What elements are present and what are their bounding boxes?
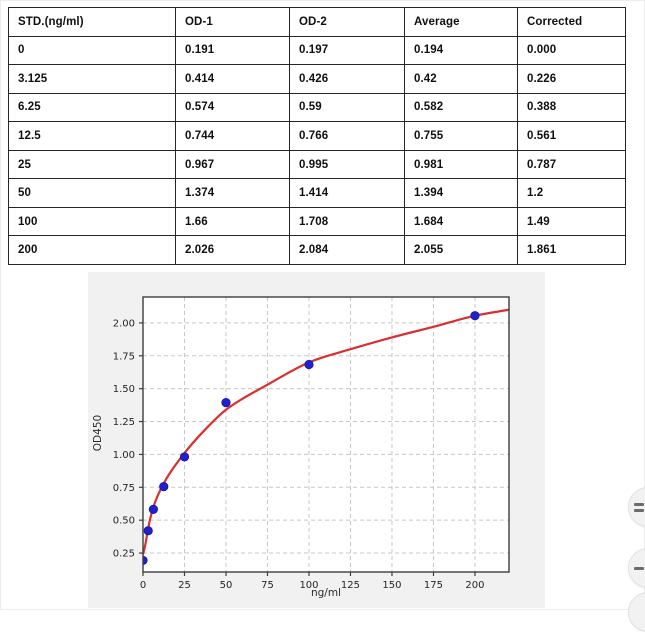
x-axis-label: ng/ml [310, 587, 341, 599]
table-cell: 1.414 [289, 178, 405, 208]
data-point [143, 526, 153, 536]
table-cell: 1.394 [404, 178, 518, 208]
table-cell: 0.194 [404, 35, 518, 66]
standard-curve-plot: 0 25 50 75 100 125 150 175 200 0.25 0.50 0.75 1.00 1.… [113, 296, 510, 591]
table-cell: 3.125 [8, 64, 176, 94]
tick-label: 150 [382, 580, 401, 591]
tick-label: 75 [261, 580, 274, 591]
table-cell: 12.5 [8, 121, 176, 151]
table-cell: Average [404, 7, 518, 37]
table-cell: 0 [8, 35, 176, 66]
tick-label: 1.25 [113, 417, 135, 428]
divide-icon [634, 503, 644, 506]
table-cell: 1.66 [175, 206, 290, 237]
table-row: 12.5 0.744 0.766 0.755 0.561 [8, 121, 626, 151]
table-row: 50 1.374 1.414 1.394 1.2 [8, 178, 626, 208]
table-cell: 0.561 [517, 121, 626, 151]
tick-label: 0.75 [113, 483, 135, 494]
data-point [148, 504, 158, 514]
standard-curve-figure: 0 25 50 75 100 125 150 175 200 0.25 0.50 0.75 1.00 1.… [88, 272, 545, 608]
table-cell: 50 [8, 178, 176, 208]
tick-label: 1.75 [113, 351, 135, 362]
page: { "table": { "headers": ["STD.(ng/ml)", … [8, 7, 645, 632]
table-cell: STD.(ng/ml) [8, 7, 176, 37]
data-point [179, 452, 190, 462]
table-row: 0 0.191 0.197 0.194 0.000 [8, 35, 626, 66]
tick-label: 50 [220, 580, 233, 591]
tick-label: 175 [424, 580, 443, 591]
tick-label: 2.00 [113, 318, 135, 329]
table-cell: 0.426 [289, 64, 405, 94]
divide-floating-button[interactable] [628, 487, 645, 527]
plot-border [142, 296, 510, 573]
table-cell: 0.414 [175, 64, 290, 94]
table-cell: 0.755 [404, 121, 518, 151]
tick-label: 0.50 [113, 516, 135, 527]
table-cell: 0.191 [175, 35, 290, 66]
tick-label: 0.25 [113, 549, 135, 560]
minus-floating-button[interactable] [628, 548, 645, 588]
standards-table-body: STD.(ng/ml) OD-1 OD-2 Average Corrected 0 0.19… [8, 7, 626, 265]
table-row: 200 2.026 2.084 2.055 1.861 [8, 235, 626, 265]
table-cell: 2.055 [404, 235, 518, 265]
table-cell: 0.42 [404, 64, 518, 94]
divide-icon [634, 509, 644, 512]
table-cell: 0.574 [175, 92, 290, 123]
table-cell: 1.861 [517, 235, 626, 265]
hidden-floating-button[interactable] [628, 592, 645, 632]
table-cell: OD-1 [175, 7, 290, 37]
data-point [221, 398, 231, 408]
table-row: 25 0.967 0.995 0.981 0.787 [8, 149, 626, 180]
tick-label: 100 [299, 580, 318, 591]
data-point [143, 555, 148, 566]
table-cell: 200 [8, 235, 176, 265]
table-cell: 100 [8, 206, 176, 237]
data-point [470, 311, 480, 321]
plot-area [143, 297, 509, 572]
table-cell: OD-2 [289, 7, 405, 37]
tick-label: 0 [140, 580, 146, 591]
tick-label: 125 [341, 580, 360, 591]
table-cell: 6.25 [8, 92, 176, 123]
table-cell: 0.59 [289, 92, 405, 123]
standards-table: STD.(ng/ml) OD-1 OD-2 Average Corrected 0 0.19… [8, 7, 626, 265]
table-cell: 0.226 [517, 64, 626, 94]
tick-label: 1.00 [113, 450, 135, 461]
table-cell: 1.49 [517, 206, 626, 237]
table-cell: 0.967 [175, 149, 290, 180]
y-axis-label: OD450 [92, 414, 104, 452]
table-cell: 0.744 [175, 121, 290, 151]
data-point [159, 482, 169, 492]
table-cell: 1.684 [404, 206, 518, 237]
table-cell: 0.981 [404, 149, 518, 180]
table-cell: 0.766 [289, 121, 405, 151]
table-cell: 0.388 [517, 92, 626, 123]
table-cell: 2.084 [289, 235, 405, 265]
tick-label: 25 [178, 580, 191, 591]
table-cell: 0.197 [289, 35, 405, 66]
table-cell: 1.2 [517, 178, 626, 208]
table-cell: 0.000 [517, 35, 626, 66]
data-point [304, 359, 314, 370]
table-cell: 1.708 [289, 206, 405, 237]
minus-icon [634, 567, 644, 570]
table-row: 100 1.66 1.708 1.684 1.49 [8, 206, 626, 237]
table-cell: 0.787 [517, 149, 626, 180]
tick-label: 200 [465, 580, 484, 591]
table-cell: 2.026 [175, 235, 290, 265]
tick-label: 1.50 [113, 384, 135, 395]
table-cell: 25 [8, 149, 176, 180]
table-cell: 1.374 [175, 178, 290, 208]
table-row: 6.25 0.574 0.59 0.582 0.388 [8, 92, 626, 123]
table-cell: 0.995 [289, 149, 405, 180]
table-cell: 0.582 [404, 92, 518, 123]
table-row: 3.125 0.414 0.426 0.42 0.226 [8, 64, 626, 94]
table-header-row: STD.(ng/ml) OD-1 OD-2 Average Corrected [8, 7, 626, 37]
fitted-curve [143, 308, 509, 555]
table-cell: Corrected [517, 7, 626, 37]
